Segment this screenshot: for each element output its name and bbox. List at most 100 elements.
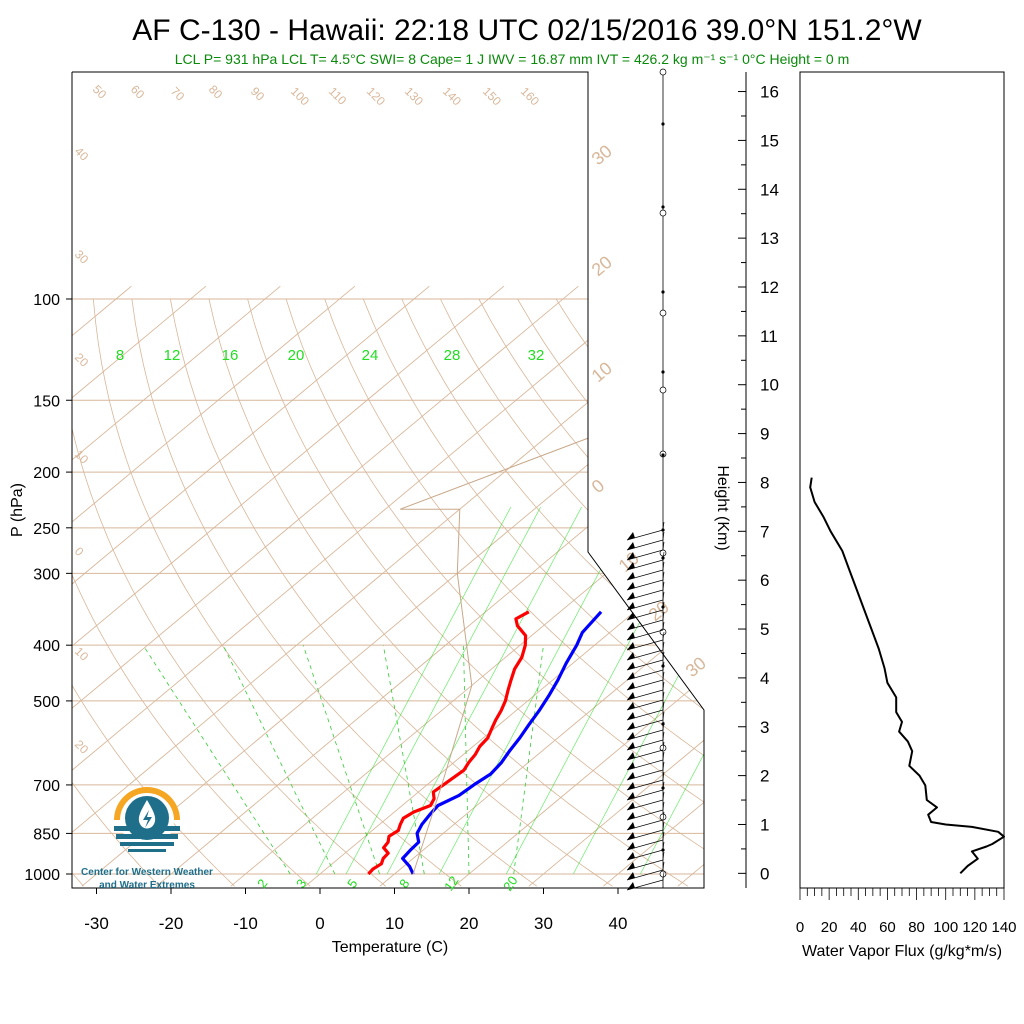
height-tick-label: 0 — [760, 864, 769, 883]
logo-water-band-3 — [120, 842, 174, 846]
mixing-ratio-line — [640, 506, 704, 875]
y-tick-label: 1000 — [24, 867, 60, 884]
wind-dot — [661, 370, 665, 374]
adiabat-label: 160 — [518, 84, 542, 108]
height-tick-label: 1 — [760, 815, 769, 834]
wind-barb — [626, 831, 665, 851]
flux-tick-label: 120 — [962, 919, 987, 936]
mixing-ratio-bottom-label: 20 — [500, 873, 521, 893]
height-tick-label: 4 — [760, 669, 769, 688]
wind-barb — [626, 591, 665, 611]
isotherm-label: 20 — [588, 252, 616, 280]
wind-level-marker — [659, 309, 667, 317]
chart-title: AF C-130 - Hawaii: 22:18 UTC 02/15/2016 … — [132, 14, 922, 47]
mixing-ratio-bottom-label: 5 — [344, 876, 360, 891]
x-tick-label: 30 — [534, 914, 553, 933]
moist-adiabat-line — [463, 645, 470, 875]
dry-adiabat-line — [749, 299, 1024, 886]
adiabat-label: 130 — [402, 84, 426, 108]
logo-water-band-4 — [128, 849, 166, 852]
moist-adiabat-line — [222, 645, 336, 875]
height-tick-label: 3 — [760, 718, 769, 737]
isotherm-line — [0, 286, 57, 886]
x-tick-label: -20 — [159, 914, 184, 933]
wind-barb — [626, 781, 665, 801]
mixing-ratio-label: 20 — [288, 347, 305, 364]
wind-barb — [626, 621, 665, 641]
mixing-ratio-bottom-label: 8 — [396, 876, 412, 891]
adiabat-label: 30 — [72, 247, 92, 267]
skew-t-profiles — [367, 344, 704, 876]
dry-adiabat-line — [710, 299, 1024, 886]
dry-adiabat-line — [208, 298, 689, 887]
parcel-line — [400, 344, 704, 875]
dry-adiabat-line — [72, 298, 311, 887]
y-tick-label: 700 — [33, 778, 60, 795]
isotherm-line — [603, 285, 704, 887]
x-tick-label: 0 — [315, 914, 324, 933]
y-axis-label: P (hPa) — [9, 483, 26, 537]
wind-barb — [626, 661, 665, 681]
mixing-ratio-line — [345, 506, 541, 875]
isotherm-label: 30 — [682, 653, 710, 681]
mixing-ratio-line — [438, 506, 635, 875]
mixing-ratio-label: 32 — [528, 347, 545, 364]
isotherm-label: 0 — [588, 475, 609, 497]
x-tick-label: 20 — [460, 914, 479, 933]
height-tick-label: 12 — [760, 278, 779, 297]
wind-barb — [626, 741, 665, 761]
adiabat-label: 150 — [480, 84, 504, 108]
mixing-ratio-line — [315, 506, 512, 875]
mixing-ratio-label: 8 — [116, 347, 124, 364]
wind-barb — [626, 571, 665, 591]
isotherm-line — [72, 285, 132, 887]
mixing-ratio-bottom-label: 2 — [254, 876, 270, 891]
wind-barb — [626, 691, 665, 711]
flux-tick-label: 140 — [991, 919, 1016, 936]
adiabat-label: 20 — [72, 737, 92, 757]
wind-barb — [626, 791, 665, 811]
adiabat-label: 20 — [72, 350, 92, 370]
height-tick-label: 13 — [760, 229, 779, 248]
mixing-ratio-label: 28 — [444, 347, 461, 364]
wind-barb — [626, 551, 665, 571]
dry-adiabat-line — [72, 298, 386, 887]
isotherm-line — [305, 285, 704, 887]
isotherm-line — [752, 286, 1024, 886]
flux-tick-label: 20 — [821, 919, 838, 936]
mixing-ratio-line — [572, 506, 704, 875]
flux-tick-label: 40 — [850, 919, 867, 936]
height-tick-label: 2 — [760, 767, 769, 786]
wind-barb — [626, 681, 665, 701]
wind-barb — [626, 721, 665, 741]
moist-adiabat-line — [382, 645, 425, 875]
wind-barb — [626, 861, 665, 881]
x-tick-label: 10 — [385, 914, 404, 933]
wind-dot — [661, 122, 665, 126]
dry-adiabat-line — [362, 298, 704, 887]
flux-tick-label: 60 — [879, 919, 896, 936]
wind-dot — [661, 205, 665, 209]
mixing-ratio-line — [386, 506, 582, 875]
adiabat-label: 120 — [364, 84, 388, 108]
wind-barb — [626, 601, 665, 621]
wind-barb — [626, 811, 665, 831]
temperature-profile-line — [367, 610, 530, 876]
isotherm-label: 30 — [588, 141, 616, 169]
logo-water-band-2 — [116, 834, 178, 839]
isotherm-line — [72, 285, 579, 887]
wind-dot — [661, 664, 665, 668]
moist-adiabat-line — [302, 645, 380, 875]
wind-barb — [626, 611, 665, 631]
adiabat-label: 40 — [72, 144, 92, 164]
wind-barb — [626, 531, 665, 551]
moist-adiabat-line — [513, 645, 544, 875]
adiabat-label: 10 — [72, 644, 92, 664]
wind-dot — [661, 290, 665, 294]
chart-subtitle: LCL P= 931 hPa LCL T= 4.5°C SWI= 8 Cape=… — [175, 51, 850, 67]
height-tick-label: 5 — [760, 620, 769, 639]
